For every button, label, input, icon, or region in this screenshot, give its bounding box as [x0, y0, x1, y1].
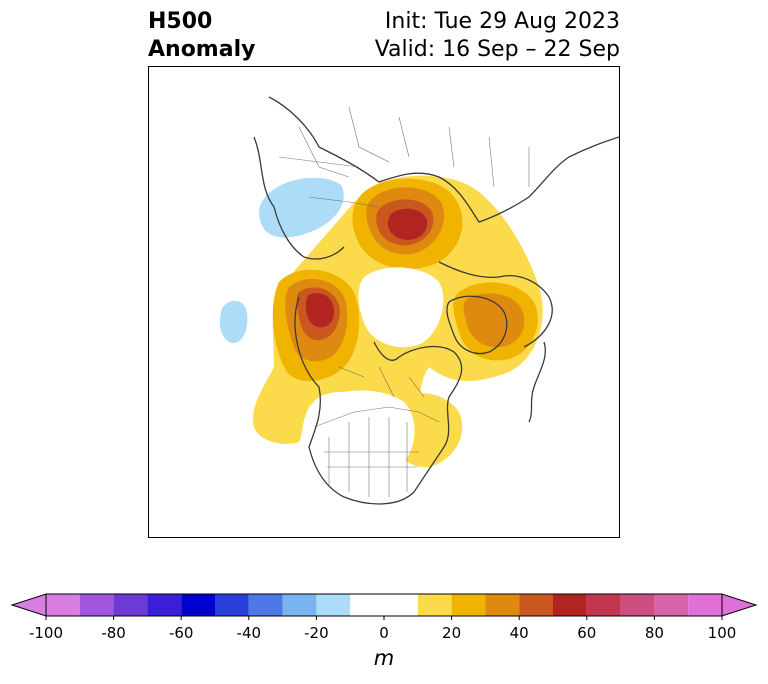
coastline-japan — [528, 341, 546, 423]
colorbar-bin-10 — [417, 594, 452, 616]
colorbar-tick-label: 20 — [442, 624, 462, 642]
colorbar-bin-3 — [147, 594, 182, 616]
border-eurasia-b — [278, 156, 380, 208]
coastline-north-america — [294, 296, 463, 505]
units-label: m — [373, 646, 395, 670]
colorbar-bin-13 — [519, 594, 553, 616]
colorbar-bin-18 — [688, 594, 722, 616]
anomaly-contours — [219, 175, 543, 468]
colorbar-tick-label: -40 — [236, 624, 262, 642]
colorbar-bin-5 — [215, 594, 249, 616]
border-us-canada — [313, 406, 440, 428]
colorbar-bin-4 — [181, 594, 215, 616]
coastlines — [253, 96, 619, 505]
title-left: H500 Anomaly — [148, 8, 255, 64]
colorbar-tick-label: -60 — [168, 624, 194, 642]
negative-anomaly-pacific — [219, 300, 248, 343]
init-date: Init: Tue 29 Aug 2023 — [384, 9, 620, 34]
colorbar-tick-label: 80 — [644, 624, 664, 642]
positive-anomaly-50-alaska — [306, 292, 335, 328]
colorbar-bin-2 — [113, 594, 148, 616]
positive-anomaly-30-greenland — [463, 293, 525, 348]
negative-anomaly-mediterranean — [259, 177, 344, 238]
colorbar-bin-16 — [620, 594, 655, 616]
colorbar-tick-label: -20 — [304, 624, 329, 642]
political-borders — [278, 106, 530, 497]
colorbar-bin-7 — [282, 594, 317, 616]
colorbar-bin-14 — [553, 594, 587, 616]
border-eurasia-a — [298, 106, 530, 188]
title-variable: H500 — [148, 9, 213, 34]
neutral-us — [306, 390, 415, 468]
colorbar-tick-label: -100 — [28, 624, 64, 642]
coastline-eurasia — [268, 96, 619, 223]
colorbar-tick-label: 100 — [707, 624, 737, 642]
colorbar-bin-15 — [586, 594, 621, 616]
colorbar-bin-6 — [248, 594, 283, 616]
border-canada — [338, 366, 425, 398]
anomaly-map — [219, 96, 619, 505]
colorbar-tick-label: 0 — [379, 624, 389, 642]
colorbar-bin-12 — [485, 594, 520, 616]
colorbar-tick-label: -80 — [101, 624, 126, 642]
neutral-pole — [358, 267, 444, 348]
colorbar-bin-17 — [654, 594, 689, 616]
border-us-states — [324, 417, 419, 497]
title-type: Anomaly — [148, 37, 256, 62]
coastline-greenland — [446, 295, 508, 355]
colorbar-bin-11 — [451, 594, 486, 616]
colorbar-bin-1 — [79, 594, 114, 616]
colorbar — [10, 593, 758, 620]
coastline-siberia — [438, 261, 553, 348]
coastline-europe — [253, 136, 345, 260]
colorbar-tick-label: 40 — [509, 624, 529, 642]
valid-range: Valid: 16 Sep – 22 Sep — [374, 37, 620, 62]
positive-anomaly-50-eurasia — [387, 208, 428, 240]
colorbar-bin-8 — [316, 594, 351, 616]
colorbar-bin-9 — [350, 594, 418, 616]
map-panel — [148, 66, 620, 538]
colorbar-tick-label: 60 — [577, 624, 597, 642]
title-right: Init: Tue 29 Aug 2023 Valid: 16 Sep – 22… — [375, 8, 620, 64]
colorbar-bin-0 — [46, 594, 80, 616]
colorbar-extend-high — [721, 593, 758, 617]
colorbar-extend-low — [10, 593, 47, 617]
